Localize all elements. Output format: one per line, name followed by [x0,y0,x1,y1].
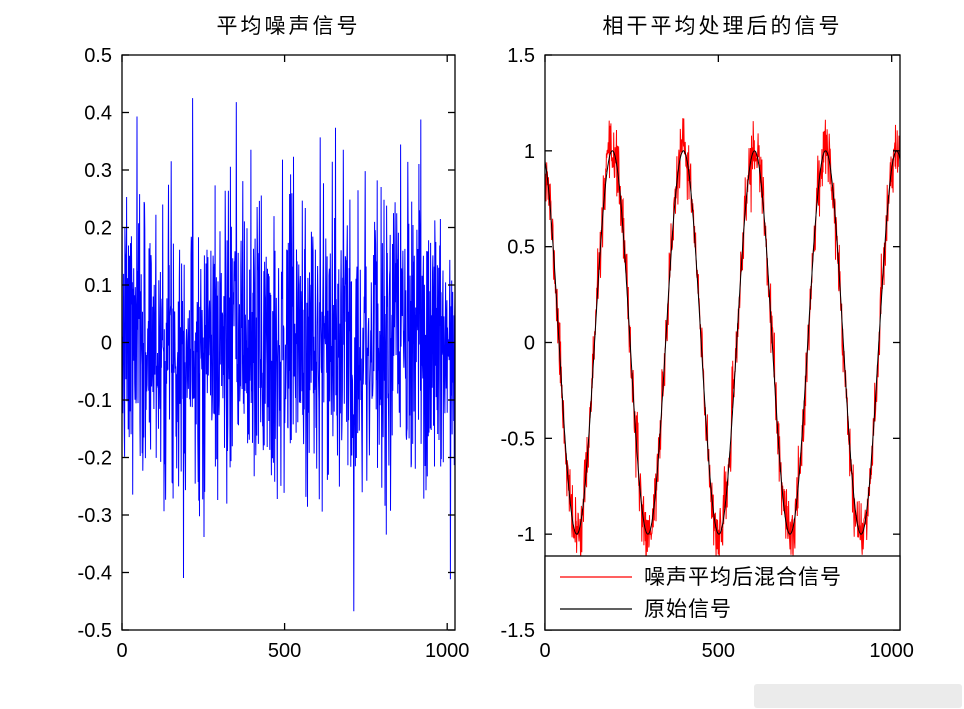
y-tick-label: -0.3 [78,505,112,527]
y-tick-label: -1 [517,524,535,546]
y-tick-label: -0.1 [78,390,112,412]
y-tick-label: 0.5 [84,45,112,67]
y-tick-label: 0.2 [84,218,112,240]
x-tick-label: 0 [539,640,550,662]
x-tick-label: 1000 [869,640,914,662]
y-tick-label: 1.5 [507,45,535,67]
chart-title-left: 平均噪声信号 [216,15,361,38]
x-tick-label: 500 [268,640,301,662]
y-tick-label: -1.5 [501,620,535,642]
y-tick-label: 0.1 [84,275,112,297]
legend-label: 噪声平均后混合信号 [644,566,842,589]
chart-title-right: 相干平均处理后的信号 [602,15,843,38]
series-line-0 [122,98,455,612]
x-tick-label: 1000 [425,640,470,662]
watermark [754,684,962,708]
y-tick-label: 1 [524,141,535,163]
y-tick-label: -0.5 [501,428,535,450]
y-tick-label: -0.5 [78,620,112,642]
x-tick-label: 500 [702,640,735,662]
y-tick-label: 0 [524,333,535,355]
y-tick-label: -0.4 [78,563,112,585]
legend-label: 原始信号 [644,598,732,621]
x-tick-label: 0 [116,640,127,662]
series-line-1 [545,150,900,535]
y-tick-label: 0.3 [84,160,112,182]
y-tick-label: -0.2 [78,448,112,470]
y-tick-label: 0 [101,333,112,355]
legend-box [544,555,901,631]
chart-average-noise: 0.50.40.30.20.10-0.1-0.2-0.3-0.4-0.50 500… [78,45,470,662]
y-tick-label: 0.4 [84,103,112,125]
y-tick-label: 0.5 [507,237,535,259]
